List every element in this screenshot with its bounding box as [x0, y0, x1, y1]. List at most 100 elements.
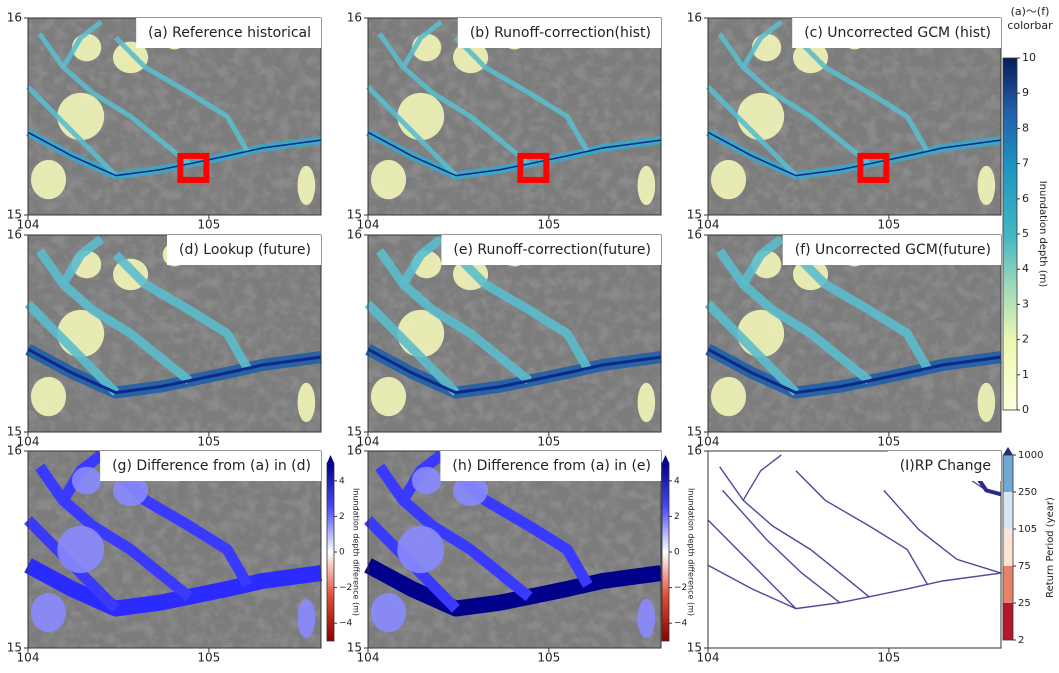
colorbar-extension [327, 455, 334, 463]
inundation-river [36, 248, 193, 385]
x-tick-label: 105 [877, 218, 900, 232]
inundation-river [59, 235, 105, 287]
colorbar-label: Inundation depth (m) [1037, 181, 1048, 288]
x-tick-label: 105 [537, 651, 560, 665]
main-river [27, 131, 322, 177]
colorbar-tick-label: 1 [1022, 368, 1029, 381]
colorbar-tick-label: 2 [339, 512, 345, 522]
inundation-river [24, 300, 120, 396]
inundation-river [377, 32, 531, 166]
colorbar-band [1003, 455, 1013, 492]
inundation-river [376, 248, 532, 385]
main-river [707, 347, 1002, 395]
difference-area [364, 558, 663, 617]
y-tick-label: 16 [7, 11, 22, 25]
y-tick-label: 15 [347, 641, 362, 655]
inundation-river [716, 248, 872, 385]
inundation-river [792, 251, 932, 372]
river-segment [795, 470, 929, 586]
colorbar-tick-label: −4 [339, 619, 353, 629]
y-tick-label: 15 [347, 425, 362, 439]
panel-title: (I)RP Change [900, 458, 991, 474]
y-tick-label: 16 [687, 444, 702, 458]
river-segment [883, 489, 1002, 574]
inundation-area [297, 382, 316, 423]
difference-area [30, 592, 67, 633]
x-tick-label: 105 [537, 435, 560, 449]
inundation-river [401, 19, 443, 69]
inundation-river [706, 85, 798, 178]
y-tick-label: 16 [7, 228, 22, 242]
colorbar-tick-label: 75 [1018, 561, 1031, 572]
inundation-area [792, 41, 829, 74]
colorbar-tick-label: 105 [1018, 524, 1037, 535]
inundation-area [30, 159, 67, 200]
inundation-river [794, 35, 930, 154]
y-tick-label: 16 [7, 444, 22, 458]
title-box [792, 18, 1001, 48]
panel-title: (d) Lookup (future) [179, 242, 311, 258]
title-box [440, 451, 661, 481]
y-tick-label: 15 [7, 425, 22, 439]
difference-area [370, 592, 407, 633]
inundation-area [977, 165, 996, 206]
x-tick-label: 104 [17, 435, 40, 449]
inundation-area [737, 92, 785, 141]
y-tick-label: 16 [347, 228, 362, 242]
colorbar-tick-label: −4 [674, 619, 688, 629]
colorbar-tick-label: 2 [1018, 635, 1024, 646]
x-tick-label: 105 [537, 218, 560, 232]
main-river [27, 347, 322, 395]
y-tick-label: 16 [347, 11, 362, 25]
colorbar-label: Inundation depth difference (m) [352, 488, 361, 616]
x-tick-label: 104 [697, 651, 720, 665]
inundation-area [637, 382, 656, 423]
colorbar-tick-label: 7 [1022, 157, 1029, 170]
main-river [367, 347, 662, 395]
inundation-river [704, 300, 800, 396]
title-box [136, 18, 321, 48]
x-tick-label: 104 [17, 218, 40, 232]
difference-area [71, 466, 102, 495]
colorbar-tick-label: 9 [1022, 86, 1029, 99]
colorbar-tick-label: 250 [1018, 487, 1037, 498]
inundation-river [739, 235, 785, 287]
difference-area [57, 525, 105, 574]
title-box [887, 451, 1001, 481]
y-tick-label: 15 [347, 208, 362, 222]
inundation-area [637, 165, 656, 206]
inundation-area [977, 382, 996, 423]
colorbar-tick-label: −2 [674, 583, 687, 593]
panel-frame [707, 450, 1002, 649]
river-segment [707, 564, 1002, 610]
y-tick-label: 15 [7, 208, 22, 222]
inundation-area [397, 92, 445, 141]
colorbar-tick-label: 3 [1022, 297, 1029, 310]
region-marker [177, 152, 210, 183]
x-tick-label: 105 [877, 435, 900, 449]
colorbar-tick-label: 25 [1018, 598, 1031, 609]
inundation-area [297, 165, 316, 206]
x-tick-label: 104 [357, 651, 380, 665]
inundation-river [364, 300, 460, 396]
colorbar-title: (a)〜(f) [1011, 5, 1050, 18]
inundation-river [717, 32, 871, 166]
title-box [441, 235, 661, 265]
title-box [782, 235, 1001, 265]
colorbar-tick-label: 8 [1022, 121, 1029, 134]
x-tick-label: 105 [197, 218, 220, 232]
river-segment [722, 489, 841, 604]
inundation-area [57, 92, 105, 141]
panel-title: (a) Reference historical [148, 25, 311, 41]
colorbar-tick-label: 4 [1022, 262, 1029, 275]
inundation-river [114, 35, 250, 154]
y-tick-label: 15 [7, 641, 22, 655]
colorbar-band [1003, 492, 1013, 529]
x-tick-label: 104 [357, 435, 380, 449]
inundation-area [710, 159, 747, 200]
x-tick-label: 105 [197, 435, 220, 449]
colorbar-band [1003, 603, 1013, 640]
inundation-river [112, 251, 252, 372]
colorbar-tick-label: 0 [674, 548, 680, 558]
